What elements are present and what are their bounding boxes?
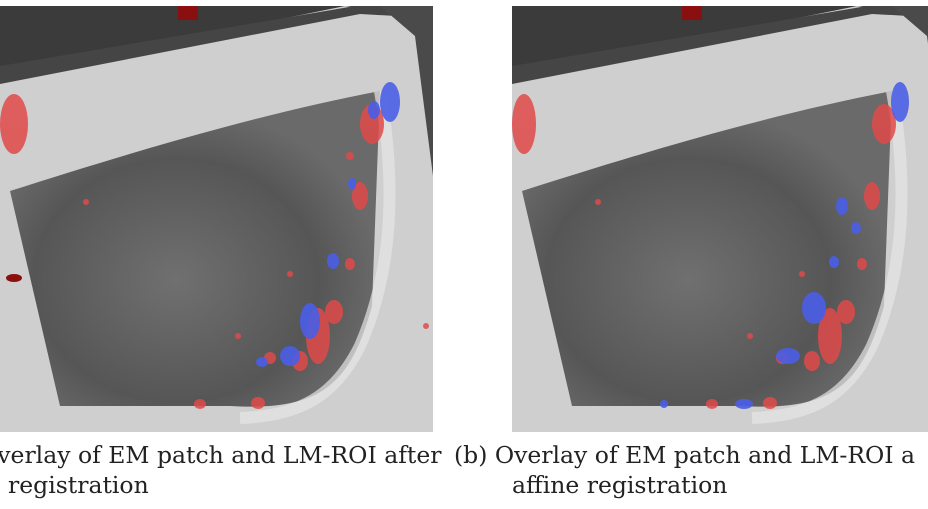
em-lm-overlay-graphic (512, 6, 928, 432)
caption-line-2: affine registration (512, 471, 728, 499)
caption-line-1: (b) Overlay of EM patch and LM-ROI a (454, 441, 916, 469)
caption-rigid: Overlay of EM patch and LM-ROI after id … (0, 440, 442, 500)
caption-line-1: Overlay of EM patch and LM-ROI after (0, 441, 442, 469)
figure-panel-a: Overlay of EM patch and LM-ROI after id … (0, 0, 442, 509)
caption-affine: (b) Overlay of EM patch and LM-ROI a aff… (454, 440, 915, 500)
figure-panel-b: (b) Overlay of EM patch and LM-ROI a aff… (454, 0, 928, 509)
em-lm-overlay-graphic (0, 6, 433, 432)
caption-line-2: id registration (0, 471, 149, 499)
overlay-image-affine (512, 6, 928, 432)
overlay-image-rigid (0, 6, 433, 432)
